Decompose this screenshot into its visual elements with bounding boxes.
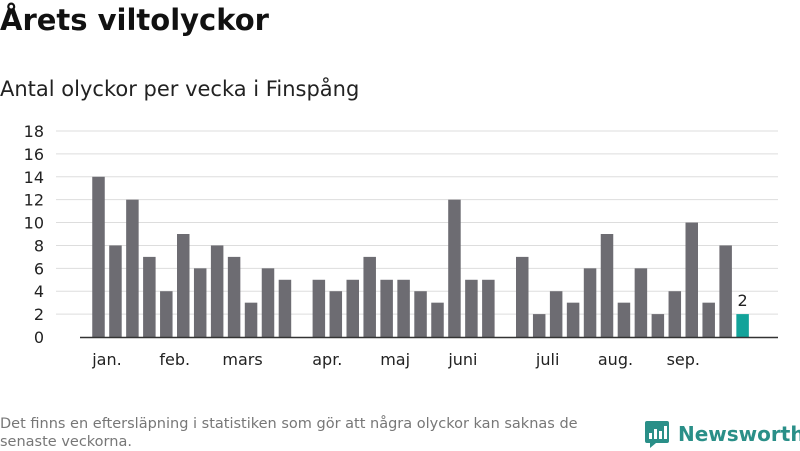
bar bbox=[92, 176, 105, 337]
bar bbox=[414, 291, 427, 337]
x-tick-label: aug. bbox=[598, 350, 633, 369]
bar bbox=[617, 302, 631, 337]
highlight-bar bbox=[736, 314, 749, 337]
bar bbox=[634, 268, 648, 337]
chart-subtitle: Antal olyckor per vecka i Finspång bbox=[0, 77, 360, 101]
y-axis-ticks: 0 2 4 6 8 10 12 14 16 18 bbox=[24, 122, 44, 347]
y-tick-label: 8 bbox=[34, 236, 44, 255]
x-tick-label: mars bbox=[222, 350, 262, 369]
bar bbox=[465, 279, 478, 337]
y-tick-label: 14 bbox=[24, 168, 44, 187]
bar bbox=[363, 256, 376, 337]
highlight-bar-value-label: 2 bbox=[738, 291, 748, 310]
bar bbox=[719, 245, 732, 337]
x-axis-labels: jan. feb. mars apr. maj juni juli aug. sep. bbox=[91, 350, 700, 369]
y-tick-label: 6 bbox=[34, 259, 44, 278]
bar bbox=[346, 279, 359, 337]
y-tick-label: 12 bbox=[24, 191, 44, 210]
y-tick-label: 2 bbox=[34, 305, 44, 324]
y-tick-label: 18 bbox=[24, 122, 44, 141]
brand-logo: Newsworthy bbox=[644, 419, 800, 449]
bar bbox=[126, 199, 139, 337]
chart-title: Årets viltolyckor bbox=[0, 3, 269, 37]
x-tick-label: maj bbox=[380, 350, 410, 369]
bar bbox=[702, 302, 715, 337]
x-tick-label: jan. bbox=[91, 350, 121, 369]
bars bbox=[92, 176, 749, 337]
bar bbox=[261, 268, 275, 337]
x-tick-label: sep. bbox=[667, 350, 700, 369]
bar bbox=[227, 256, 241, 337]
grid-lines bbox=[56, 130, 778, 315]
brand-name: Newsworthy bbox=[678, 422, 800, 446]
bar bbox=[210, 245, 224, 337]
bar bbox=[600, 234, 614, 337]
y-tick-label: 0 bbox=[34, 328, 44, 347]
bar bbox=[244, 302, 258, 337]
bar bbox=[160, 291, 173, 337]
bar bbox=[516, 256, 529, 337]
bar bbox=[193, 268, 207, 337]
bar bbox=[177, 234, 190, 337]
bar bbox=[668, 291, 682, 337]
bar bbox=[278, 279, 292, 337]
y-tick-label: 16 bbox=[24, 145, 44, 164]
bar bbox=[482, 279, 495, 337]
y-tick-label: 4 bbox=[34, 282, 44, 301]
bar bbox=[329, 291, 343, 337]
bar bbox=[109, 245, 122, 337]
x-tick-label: feb. bbox=[159, 350, 190, 369]
x-tick-label: apr. bbox=[312, 350, 342, 369]
bar bbox=[312, 279, 326, 337]
newsworthy-logo-icon bbox=[645, 421, 669, 448]
bar bbox=[651, 314, 665, 337]
bar bbox=[397, 279, 410, 337]
bar bbox=[431, 302, 444, 337]
bar bbox=[549, 291, 563, 337]
x-tick-label: juni bbox=[447, 350, 477, 369]
bar bbox=[380, 279, 393, 337]
bar bbox=[566, 302, 580, 337]
bar bbox=[583, 268, 597, 337]
y-tick-label: 10 bbox=[24, 214, 44, 233]
bar bbox=[448, 199, 461, 337]
footnote: Det finns en eftersläpning i statistiken… bbox=[0, 416, 578, 450]
bar bbox=[143, 256, 156, 337]
bar bbox=[685, 222, 698, 337]
x-tick-label: juli bbox=[535, 350, 559, 369]
bar bbox=[532, 314, 546, 337]
